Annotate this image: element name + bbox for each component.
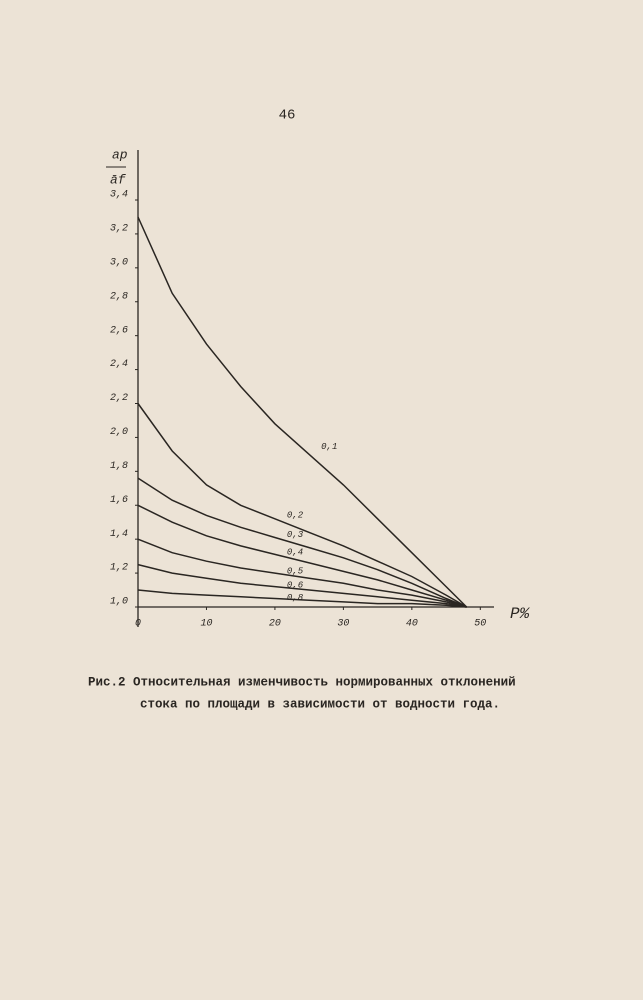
y-tick-label: 2,8 [110,291,128,302]
y-tick-label: 1,2 [110,563,128,574]
curve [137,563,467,608]
curve-label: 0,8 [287,593,304,603]
x-tick-label: 20 [269,619,281,630]
curve-label: 0,3 [287,530,304,540]
curve [137,504,467,608]
curve [137,589,467,608]
curve [137,216,468,608]
x-axis-label: P% [510,605,531,623]
x-tick-label: 50 [474,619,486,630]
y-tick-label: 2,0 [110,427,128,438]
curve-label: 0,4 [287,547,303,557]
page-number: 46 [279,108,296,124]
y-tick-label: 3,0 [110,257,128,268]
curve-label: 0,5 [287,566,304,576]
curve [137,538,467,608]
caption-line: стока по площади в зависимости от воднос… [140,697,500,711]
y-tick-label: 2,4 [110,359,128,370]
y-tick-label: 1,0 [110,597,128,608]
y-tick-label: 1,4 [110,529,128,540]
curve-label: 0,6 [287,581,304,591]
x-tick-label: 0 [135,619,141,630]
x-tick-label: 40 [406,619,418,630]
y-tick-label: 2,2 [110,393,128,404]
y-axis-label: āf [110,172,127,187]
curve [137,477,467,608]
y-tick-label: 1,6 [110,495,128,506]
curve-label: 0,1 [321,442,337,452]
curve [137,403,467,608]
x-tick-label: 30 [337,619,349,630]
y-tick-label: 3,4 [110,190,128,201]
y-tick-label: 3,2 [110,224,128,235]
y-axis-label: ap [112,147,128,162]
y-tick-label: 1,8 [110,461,128,472]
curve-label: 0,2 [287,511,304,521]
caption-line: Рис.2 Относительная изменчивость нормиро… [88,675,516,689]
x-tick-label: 10 [200,619,212,630]
y-tick-label: 2,6 [110,325,128,336]
